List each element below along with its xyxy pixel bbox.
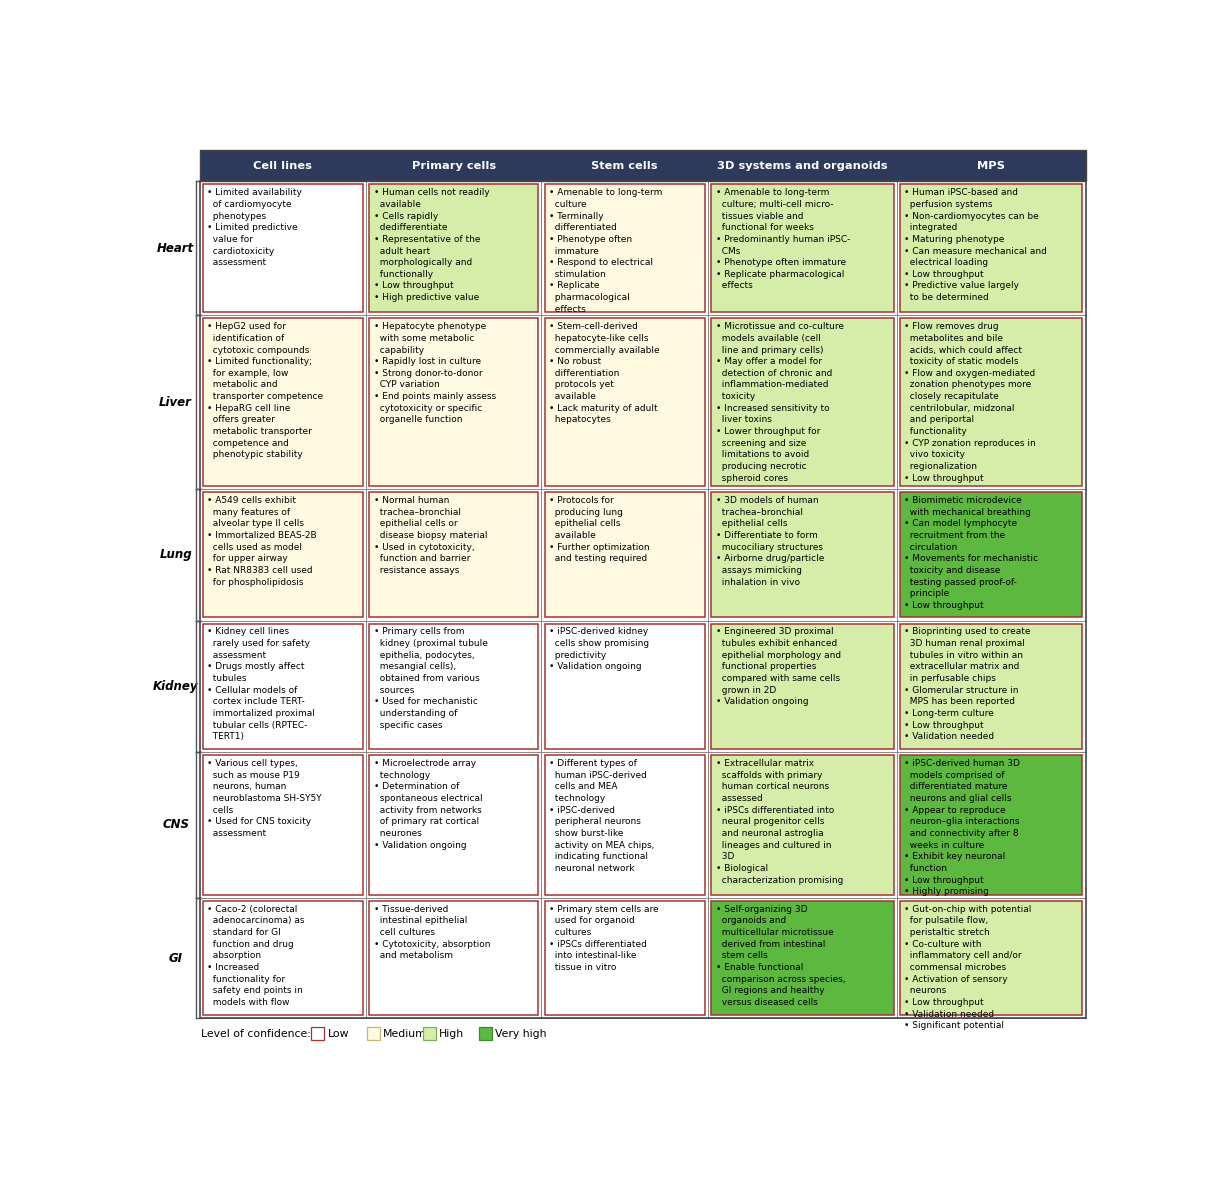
Text: MPS: MPS: [978, 161, 1006, 171]
FancyBboxPatch shape: [203, 756, 363, 895]
FancyBboxPatch shape: [368, 1028, 380, 1040]
Text: • iPSC-derived kidney
  cells show promising
  predictivity
• Validation ongoing: • iPSC-derived kidney cells show promisi…: [549, 627, 649, 671]
Text: CNS: CNS: [163, 818, 189, 831]
Text: • Amenable to long-term
  culture; multi-cell micro-
  tissues viable and
  func: • Amenable to long-term culture; multi-c…: [716, 188, 850, 291]
FancyBboxPatch shape: [479, 1028, 491, 1040]
FancyBboxPatch shape: [369, 624, 539, 749]
Text: Kidney: Kidney: [153, 680, 199, 693]
Text: Cell lines: Cell lines: [254, 161, 312, 171]
Text: • Different types of
  human iPSC-derived
  cells and MEA
  technology
• iPSC-de: • Different types of human iPSC-derived …: [549, 759, 655, 873]
FancyBboxPatch shape: [203, 900, 363, 1016]
Text: • Extracellular matrix
  scaffolds with primary
  human cortical neurons
  asses: • Extracellular matrix scaffolds with pr…: [716, 759, 843, 885]
Text: • A549 cells exhibit
  many features of
  alveolar type II cells
• Immortalized : • A549 cells exhibit many features of al…: [207, 496, 317, 586]
FancyBboxPatch shape: [423, 1028, 435, 1040]
FancyBboxPatch shape: [900, 900, 1082, 1016]
FancyBboxPatch shape: [711, 185, 894, 312]
Text: Lung: Lung: [159, 548, 192, 561]
FancyBboxPatch shape: [545, 185, 705, 312]
Text: • Microtissue and co-culture
  models available (cell
  line and primary cells)
: • Microtissue and co-culture models avai…: [716, 322, 843, 483]
Text: • Amenable to long-term
  culture
• Terminally
  differentiated
• Phenotype ofte: • Amenable to long-term culture • Termin…: [549, 188, 662, 314]
Text: • Limited availability
  of cardiomyocyte
  phenotypes
• Limited predictive
  va: • Limited availability of cardiomyocyte …: [207, 188, 302, 267]
FancyBboxPatch shape: [545, 492, 705, 618]
Text: • iPSC-derived human 3D
  models comprised of
  differentiated mature
  neurons : • iPSC-derived human 3D models comprised…: [905, 759, 1020, 896]
FancyBboxPatch shape: [203, 185, 363, 312]
Text: • Flow removes drug
  metabolites and bile
  acids, which could affect
  toxicit: • Flow removes drug metabolites and bile…: [905, 322, 1036, 483]
FancyBboxPatch shape: [369, 900, 539, 1016]
FancyBboxPatch shape: [711, 624, 894, 749]
FancyBboxPatch shape: [900, 318, 1082, 486]
Text: Heart: Heart: [158, 241, 194, 254]
Text: • Human cells not readily
  available
• Cells rapidly
  dedifferentiate
• Repres: • Human cells not readily available • Ce…: [374, 188, 490, 302]
Text: • Bioprinting used to create
  3D human renal proximal
  tubules in vitro within: • Bioprinting used to create 3D human re…: [905, 627, 1031, 742]
Text: • Kidney cell lines
  rarely used for safety
  assessment
• Drugs mostly affect
: • Kidney cell lines rarely used for safe…: [207, 627, 315, 742]
Text: 3D systems and organoids: 3D systems and organoids: [717, 161, 888, 171]
FancyBboxPatch shape: [369, 318, 539, 486]
Text: Primary cells: Primary cells: [411, 161, 496, 171]
FancyBboxPatch shape: [203, 492, 363, 618]
Text: • HepG2 used for
  identification of
  cytotoxic compounds
• Limited functionali: • HepG2 used for identification of cytot…: [207, 322, 324, 459]
Text: • Tissue-derived
  intestinal epithelial
  cell cultures
• Cytotoxicity, absorpt: • Tissue-derived intestinal epithelial c…: [374, 905, 490, 960]
Text: Level of confidence:: Level of confidence:: [201, 1029, 311, 1038]
Text: • Human iPSC-based and
  perfusion systems
• Non-cardiomyocytes can be
  integra: • Human iPSC-based and perfusion systems…: [905, 188, 1047, 302]
FancyBboxPatch shape: [369, 756, 539, 895]
Text: GI: GI: [169, 951, 183, 965]
Text: Liver: Liver: [159, 395, 192, 408]
FancyBboxPatch shape: [545, 756, 705, 895]
FancyBboxPatch shape: [545, 900, 705, 1016]
FancyBboxPatch shape: [369, 185, 539, 312]
FancyBboxPatch shape: [369, 492, 539, 618]
FancyBboxPatch shape: [900, 185, 1082, 312]
Text: High: High: [439, 1029, 465, 1038]
Text: • Normal human
  trachea–bronchial
  epithelial cells or
  disease biopsy materi: • Normal human trachea–bronchial epithel…: [374, 496, 488, 576]
FancyBboxPatch shape: [312, 1028, 324, 1040]
FancyBboxPatch shape: [711, 492, 894, 618]
Text: • Microelectrode array
  technology
• Determination of
  spontaneous electrical
: • Microelectrode array technology • Dete…: [374, 759, 483, 850]
Text: • Stem-cell-derived
  hepatocyte-like cells
  commercially available
• No robust: • Stem-cell-derived hepatocyte-like cell…: [549, 322, 660, 425]
Text: • Self-organizing 3D
  organoids and
  multicellular microtissue
  derived from : • Self-organizing 3D organoids and multi…: [716, 905, 845, 1008]
Text: • Engineered 3D proximal
  tubules exhibit enhanced
  epithelial morphology and
: • Engineered 3D proximal tubules exhibit…: [716, 627, 841, 706]
FancyBboxPatch shape: [900, 756, 1082, 895]
Text: • Hepatocyte phenotype
  with some metabolic
  capability
• Rapidly lost in cult: • Hepatocyte phenotype with some metabol…: [374, 322, 496, 425]
Text: • Primary cells from
  kidney (proximal tubule
  epithelia, podocytes,
  mesangi: • Primary cells from kidney (proximal tu…: [374, 627, 488, 730]
Text: • Caco-2 (colorectal
  adenocarcinoma) as
  standard for GI
  function and drug
: • Caco-2 (colorectal adenocarcinoma) as …: [207, 905, 304, 1008]
Text: Very high: Very high: [495, 1029, 546, 1038]
FancyBboxPatch shape: [545, 318, 705, 486]
Text: • Primary stem cells are
  used for organoid
  cultures
• iPSCs differentiated
 : • Primary stem cells are used for organo…: [549, 905, 659, 972]
FancyBboxPatch shape: [711, 318, 894, 486]
Text: • Various cell types,
  such as mouse P19
  neurons, human
  neuroblastoma SH-SY: • Various cell types, such as mouse P19 …: [207, 759, 321, 838]
FancyBboxPatch shape: [900, 624, 1082, 749]
Text: • 3D models of human
  trachea–bronchial
  epithelial cells
• Differentiate to f: • 3D models of human trachea–bronchial e…: [716, 496, 824, 586]
Text: Low: Low: [328, 1029, 349, 1038]
FancyBboxPatch shape: [711, 756, 894, 895]
Text: • Gut-on-chip with potential
  for pulsatile flow,
  peristaltic stretch
• Co-cu: • Gut-on-chip with potential for pulsati…: [905, 905, 1032, 1030]
FancyBboxPatch shape: [711, 900, 894, 1016]
FancyBboxPatch shape: [203, 318, 363, 486]
Text: • Biomimetic microdevice
  with mechanical breathing
• Can model lymphocyte
  re: • Biomimetic microdevice with mechanical…: [905, 496, 1038, 610]
FancyBboxPatch shape: [203, 624, 363, 749]
FancyBboxPatch shape: [900, 492, 1082, 618]
Bar: [200, 151, 1086, 181]
Text: Stem cells: Stem cells: [592, 161, 657, 171]
Bar: [200, 151, 1086, 181]
Text: • Protocols for
  producing lung
  epithelial cells
  available
• Further optimi: • Protocols for producing lung epithelia…: [549, 496, 650, 564]
FancyBboxPatch shape: [545, 624, 705, 749]
Text: Medium: Medium: [383, 1029, 427, 1038]
